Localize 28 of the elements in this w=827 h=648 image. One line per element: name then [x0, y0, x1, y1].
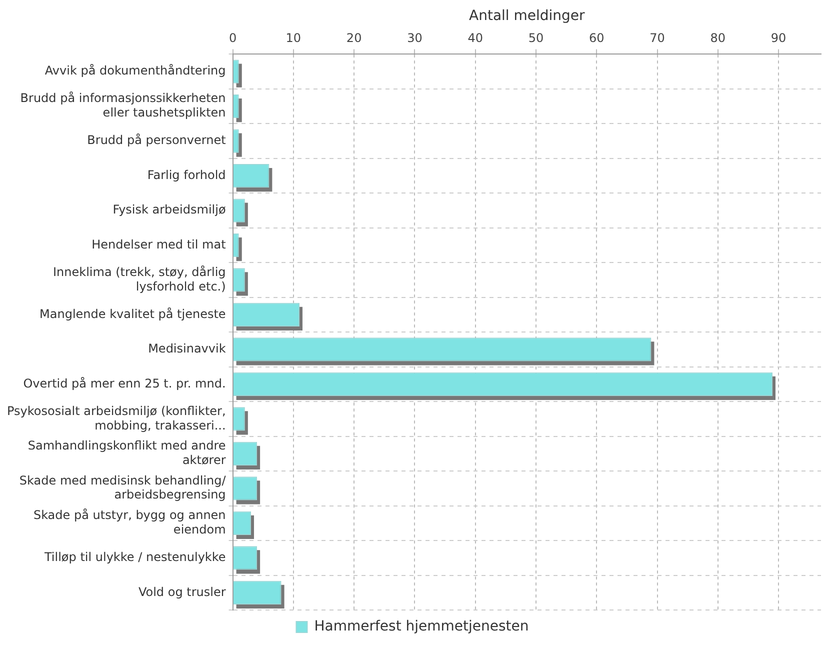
x-tick-label: 40 [468, 31, 483, 46]
x-tick-label: 70 [650, 31, 665, 46]
y-tick-label: Hendelser med til mat [92, 237, 226, 252]
y-tick-label: Tilløp til ulykke / nestenulykke [43, 550, 226, 564]
y-tick-label: Inneklima (trekk, støy, dårlig lysforhold etc.) [53, 264, 226, 294]
y-tick-label: Samhandlingskonflikt med andre aktører [28, 438, 226, 468]
y-tick-label: Farlig forhold [147, 168, 226, 182]
y-tick-label: Overtid på mer enn 25 t. pr. mnd. [23, 376, 226, 390]
y-tick-label: Skade med medisinsk behandling/ arbeidsbegrensing [19, 473, 227, 502]
y-tick-label: Medisinavvik [148, 342, 226, 356]
y-tick-label: Avvik på dokumenthåndtering [44, 64, 226, 78]
x-axis-title: Antall meldinger [469, 8, 586, 24]
y-tick-label: Skade på utstyr, bygg og annen eiendom [33, 508, 226, 536]
x-tick-label: 90 [770, 31, 786, 46]
legend-label: Hammerfest hjemmetjenesten [314, 618, 529, 635]
x-tick-label: 30 [407, 31, 422, 46]
x-tick-label: 60 [588, 31, 604, 46]
y-tick-label: Fysisk arbeidsmiljø [112, 202, 226, 217]
x-tick-label: 50 [528, 31, 544, 46]
x-tick-label: 20 [346, 31, 362, 46]
x-tick-label: 80 [710, 31, 726, 46]
y-tick-label: Brudd på personvernet [87, 133, 226, 148]
y-tick-label: Psykososialt arbeidsmiljø (konflikter, mobbing, trakasseri... [7, 404, 226, 432]
x-tick-label: 10 [286, 31, 302, 46]
y-tick-label: Manglende kvalitet på tjeneste [40, 306, 226, 321]
x-tick-label: 0 [228, 31, 237, 46]
y-tick-label: Brudd på informasjonssikkerheten eller taushetsplikten [20, 91, 226, 120]
y-tick-label: Vold og trusler [138, 584, 226, 599]
